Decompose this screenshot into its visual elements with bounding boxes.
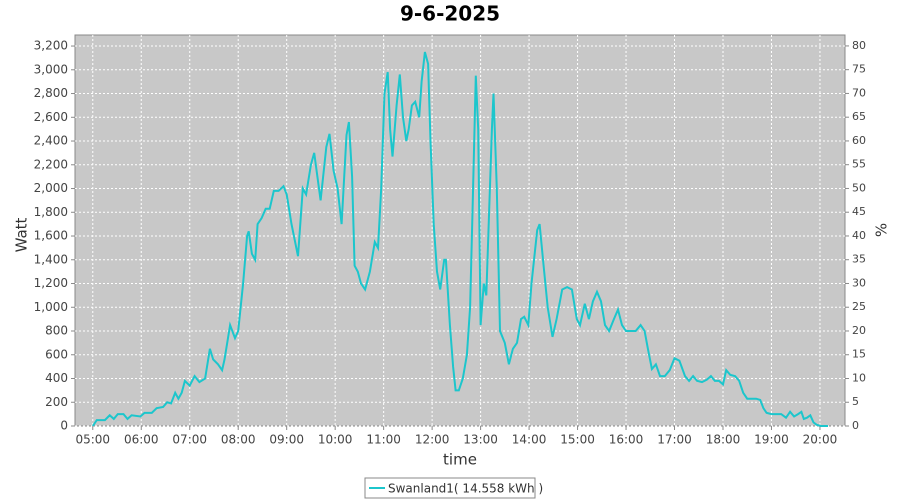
x-tick-label: 13:00 xyxy=(463,433,498,447)
y-tick-label: 1,200 xyxy=(34,276,68,290)
x-tick-label: 06:00 xyxy=(124,433,159,447)
x-tick-label: 12:00 xyxy=(415,433,450,447)
legend-label: Swanland1( 14.558 kWh ) xyxy=(388,482,543,496)
y-tick-label: 2,200 xyxy=(34,157,68,171)
x-tick-label: 19:00 xyxy=(754,433,789,447)
y2-tick-label: 50 xyxy=(852,181,866,194)
x-tick-label: 16:00 xyxy=(609,433,644,447)
y2-tick-label: 0 xyxy=(852,419,859,432)
y-tick-label: 1,400 xyxy=(34,252,68,266)
x-tick-label: 07:00 xyxy=(172,433,207,447)
y2-tick-label: 60 xyxy=(852,134,866,147)
y2-tick-label: 80 xyxy=(852,39,866,52)
y2-tick-label: 15 xyxy=(852,348,866,361)
chart-title: 9-6-2025 xyxy=(400,2,500,26)
y2-tick-label: 55 xyxy=(852,158,866,171)
y2-tick-label: 20 xyxy=(852,324,866,337)
y-tick-label: 1,800 xyxy=(34,205,68,219)
y-tick-label: 2,600 xyxy=(34,110,68,124)
y-tick-label: 3,200 xyxy=(34,39,68,53)
x-tick-label: 17:00 xyxy=(657,433,692,447)
x-tick-label: 10:00 xyxy=(318,433,353,447)
y2-tick-label: 35 xyxy=(852,253,866,266)
y-tick-label: 800 xyxy=(45,324,68,338)
y-tick-label: 0 xyxy=(60,419,68,433)
x-tick-label: 15:00 xyxy=(560,433,595,447)
x-tick-label: 20:00 xyxy=(803,433,838,447)
y-tick-label: 200 xyxy=(45,395,68,409)
x-tick-label: 11:00 xyxy=(366,433,401,447)
y2-tick-label: 5 xyxy=(852,395,859,408)
x-tick-label: 09:00 xyxy=(269,433,304,447)
x-tick-label: 14:00 xyxy=(512,433,547,447)
y-tick-label: 1,000 xyxy=(34,300,68,314)
y2-tick-label: 70 xyxy=(852,86,866,99)
y2-tick-label: 25 xyxy=(852,300,866,313)
y-tick-label: 2,400 xyxy=(34,134,68,148)
x-axis-label: time xyxy=(443,451,477,469)
plot-area xyxy=(74,34,846,427)
y2-axis-label: % xyxy=(873,223,891,237)
y-axis-label: Watt xyxy=(13,217,31,252)
y-tick-label: 2,800 xyxy=(34,86,68,100)
y2-tick-label: 40 xyxy=(852,229,866,242)
x-tick-label: 18:00 xyxy=(706,433,741,447)
y2-tick-label: 75 xyxy=(852,63,866,76)
x-tick-label: 05:00 xyxy=(75,433,110,447)
y2-tick-label: 65 xyxy=(852,110,866,123)
y2-tick-label: 45 xyxy=(852,205,866,218)
y-tick-label: 2,000 xyxy=(34,181,68,195)
legend xyxy=(364,477,536,499)
y-tick-label: 400 xyxy=(45,371,68,385)
y-tick-label: 3,000 xyxy=(34,62,68,76)
y2-tick-label: 30 xyxy=(852,276,866,289)
y-tick-label: 1,600 xyxy=(34,229,68,243)
y2-tick-label: 10 xyxy=(852,371,866,384)
data-line xyxy=(91,51,828,427)
y-tick-label: 600 xyxy=(45,347,68,361)
x-tick-label: 08:00 xyxy=(221,433,256,447)
